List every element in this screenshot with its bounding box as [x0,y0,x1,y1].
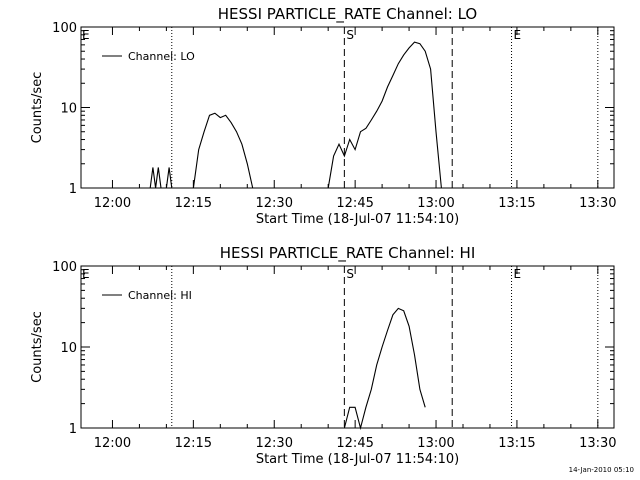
x-tick-label: 13:30 [579,196,616,211]
chart-title: HESSI PARTICLE_RATE Channel: HI [220,244,476,263]
y-tick-label: 10 [60,341,77,356]
chart-title: HESSI PARTICLE_RATE Channel: LO [218,5,477,24]
x-tick-label: 12:15 [175,196,212,211]
event-marker-label: E [514,267,522,281]
x-tick-label: 12:00 [94,196,131,211]
series-line [149,167,162,189]
legend-entry: Channel: LO [128,50,195,63]
x-tick-label: 12:00 [94,436,131,451]
x-tick-label: 12:15 [175,436,212,451]
series-line [192,112,254,189]
y-tick-label: 10 [60,102,77,117]
event-marker-label: S [346,267,354,281]
y-axis-label: Counts/sec [30,311,45,383]
y-tick-label: 100 [52,260,77,275]
y-axis-label: Counts/sec [30,72,45,144]
x-tick-label: 13:15 [498,196,535,211]
x-tick-label: 13:00 [417,436,454,451]
x-tick-label: 12:45 [336,196,373,211]
x-tick-label: 13:15 [498,436,535,451]
y-tick-label: 1 [69,422,77,437]
legend-entry: Channel: HI [128,289,192,302]
x-tick-label: 13:00 [417,196,454,211]
x-tick-label: 13:30 [579,436,616,451]
corner-marker-label: E [82,28,90,42]
y-tick-label: 100 [52,21,77,36]
x-tick-label: 12:45 [336,436,373,451]
event-marker-label: E [514,28,522,42]
series-line [327,41,442,189]
x-tick-label: 12:30 [256,436,293,451]
x-axis-label: Start Time (18-Jul-07 11:54:10) [256,212,459,227]
x-axis-label: Start Time (18-Jul-07 11:54:10) [256,452,459,467]
event-marker-label: S [346,28,354,42]
series-line [165,167,173,189]
y-tick-label: 1 [69,182,77,197]
timestamp-stamp: 14-Jan-2010 05:10 [568,466,634,474]
x-tick-label: 12:30 [256,196,293,211]
corner-marker-label: E [82,267,90,281]
series-line [343,307,426,431]
